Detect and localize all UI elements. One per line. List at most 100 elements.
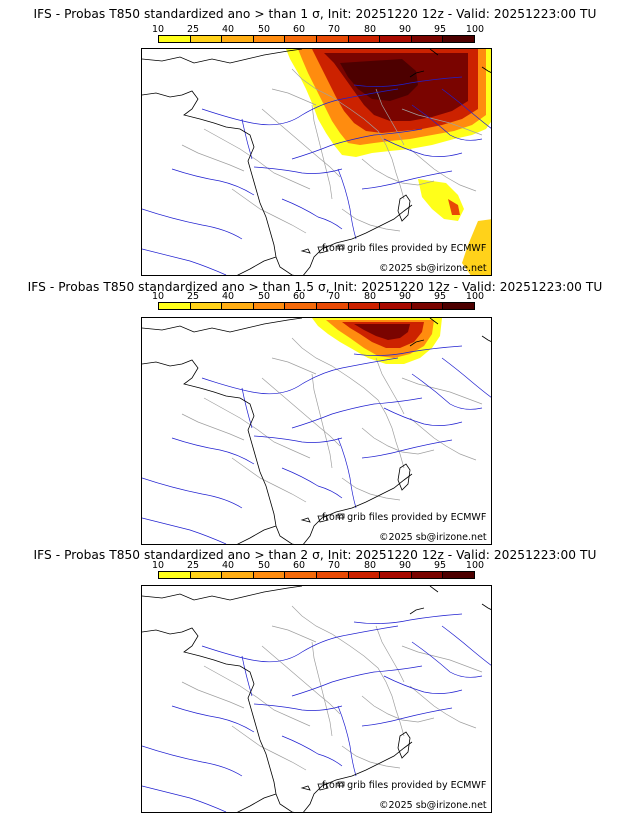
admin-border (231, 725, 307, 771)
river (337, 705, 357, 777)
river (441, 357, 491, 398)
colorbar-labels: 10 25 40 50 60 70 80 90 95 100 (152, 291, 484, 303)
colorbar-tick-label: 50 (257, 24, 271, 35)
admin-border (311, 641, 333, 737)
probability-map: from grib files provided by ECMWF ©2025 s… (141, 317, 492, 545)
admin-border (231, 457, 307, 503)
colorbar-tick-label: 100 (465, 24, 485, 35)
river (142, 248, 227, 275)
colorbar-tick-label: 80 (363, 291, 377, 302)
colorbar-tick-label: 25 (186, 560, 200, 571)
admin-border (271, 357, 317, 375)
river (411, 373, 483, 410)
river (201, 625, 399, 663)
admin-border (261, 108, 341, 178)
admin-border (291, 605, 405, 737)
copyright-credit: ©2025 sb@irizone.net (379, 800, 487, 811)
probability-area (340, 59, 418, 101)
island-coast (300, 781, 345, 791)
colorbar-tick-label: 25 (186, 24, 200, 35)
admin-border (261, 377, 341, 447)
colorbar (158, 302, 475, 310)
admin-border (291, 68, 405, 200)
river (142, 785, 227, 812)
river (353, 76, 463, 87)
colorbar-tick-label: 60 (292, 24, 306, 35)
river (281, 198, 343, 230)
source-credit: from grib files provided by ECMWF (322, 780, 487, 791)
colorbar-labels: 10 25 40 50 60 70 80 90 95 100 (152, 560, 484, 572)
colorbar-swatch (159, 303, 191, 309)
admin-border (361, 695, 435, 723)
river (337, 168, 357, 240)
colorbar-tick-label: 90 (398, 291, 412, 302)
admin-border (401, 377, 483, 405)
admin-border (311, 104, 333, 200)
river (171, 437, 255, 465)
admin-border (203, 397, 311, 459)
corsica-coast (397, 194, 411, 222)
colorbar-tick-label: 40 (221, 24, 235, 35)
river (411, 104, 483, 141)
colorbar-tick-label: 10 (151, 291, 165, 302)
colorbar-swatch (380, 303, 412, 309)
river (253, 166, 343, 174)
admin-border (261, 645, 341, 715)
river (291, 128, 423, 160)
colorbar (158, 571, 475, 579)
admin-border (375, 357, 405, 415)
colorbar-tick-label: 70 (327, 560, 341, 571)
colorbar-swatch (380, 36, 412, 42)
colorbar-swatch (443, 303, 474, 309)
river (361, 439, 453, 459)
admin-border (181, 413, 245, 441)
island-coast (300, 244, 345, 254)
admin-border (361, 158, 435, 186)
colorbar-tick-label: 80 (363, 560, 377, 571)
copyright-credit: ©2025 sb@irizone.net (379, 532, 487, 543)
colorbar-tick-label: 50 (257, 291, 271, 302)
colorbar-swatch (348, 572, 381, 578)
colorbar-swatch (222, 36, 254, 42)
river (142, 745, 243, 777)
colorbar-swatch (253, 572, 286, 578)
colorbar-swatch (443, 36, 474, 42)
admin-border (401, 108, 483, 136)
source-credit: from grib files provided by ECMWF (322, 512, 487, 523)
colorbar-swatch (190, 572, 223, 578)
admin-border (181, 681, 245, 709)
colorbar-tick-label: 25 (186, 291, 200, 302)
river (201, 357, 399, 395)
river (441, 625, 491, 666)
colorbar-swatch (159, 36, 191, 42)
colorbar-swatch (159, 572, 191, 578)
colorbar-tick-label: 10 (151, 560, 165, 571)
admin-border (291, 337, 405, 469)
colorbar-swatch (316, 36, 349, 42)
colorbar-swatch (285, 36, 317, 42)
probability-map: from grib files provided by ECMWF ©2025 s… (141, 585, 492, 813)
probability-map: from grib files provided by ECMWF ©2025 s… (141, 48, 492, 276)
colorbar-tick-label: 60 (292, 291, 306, 302)
colorbar-tick-label: 50 (257, 560, 271, 571)
river (142, 208, 243, 240)
map-canvas (142, 49, 491, 275)
river (171, 705, 255, 733)
colorbar-tick-label: 70 (327, 24, 341, 35)
admin-border (231, 188, 307, 234)
river (361, 170, 453, 190)
admin-border (203, 665, 311, 727)
colorbar-tick-label: 100 (465, 560, 485, 571)
colorbar-tick-label: 10 (151, 24, 165, 35)
colorbar-swatch (190, 303, 223, 309)
copyright-credit: ©2025 sb@irizone.net (379, 263, 487, 274)
colorbar-swatch (285, 572, 317, 578)
river (281, 735, 343, 767)
admin-border (375, 88, 405, 146)
river (253, 435, 343, 443)
colorbar-tick-label: 40 (221, 291, 235, 302)
river (353, 613, 463, 624)
colorbar-tick-label: 40 (221, 560, 235, 571)
river (361, 707, 453, 727)
colorbar-swatch (316, 303, 349, 309)
